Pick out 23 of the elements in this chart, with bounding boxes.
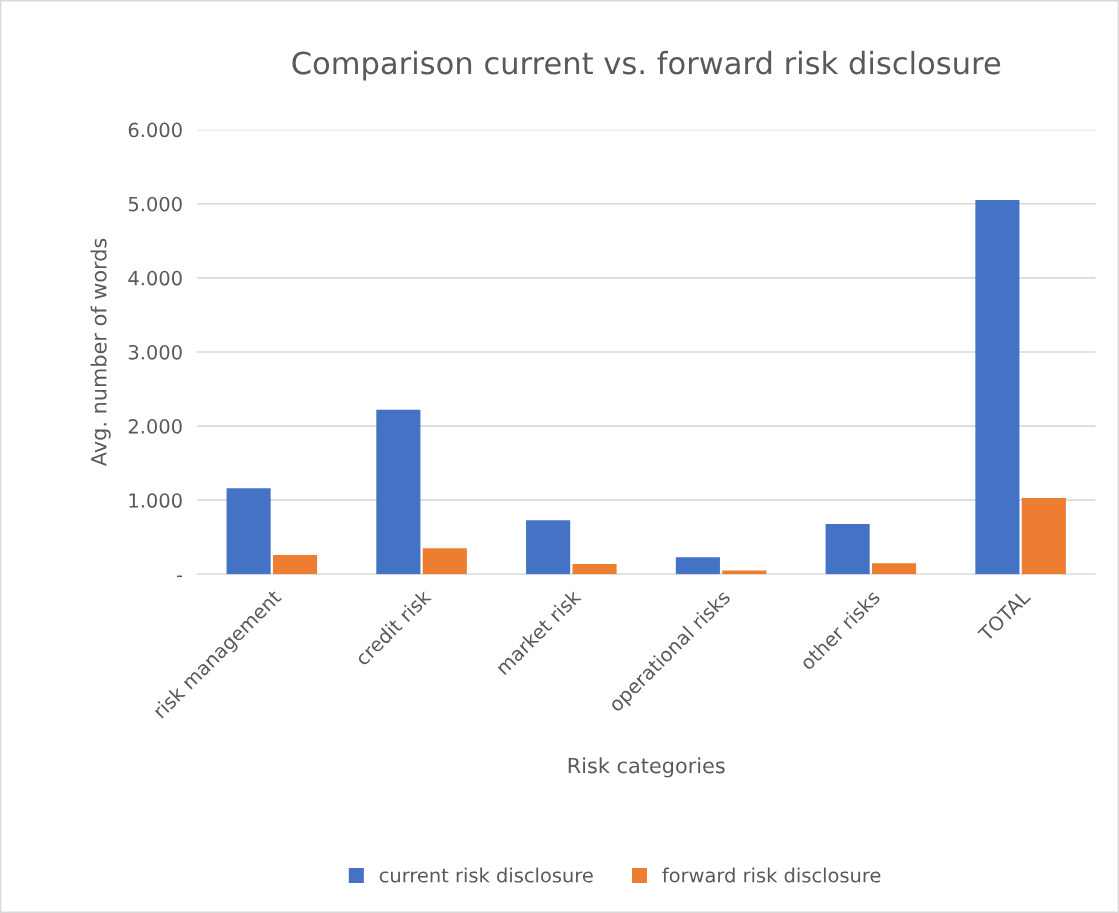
bar — [825, 523, 870, 575]
bar — [272, 555, 318, 575]
y-tick-label: - — [176, 575, 183, 578]
bar — [422, 548, 467, 575]
bar — [675, 557, 720, 575]
y-tick-label: 3.000 — [128, 344, 182, 360]
chart-title: Comparison current vs. forward risk disclosure — [292, 50, 1001, 81]
y-tick-label: 5.000 — [128, 196, 182, 212]
y-axis-title: Avg. number of words — [90, 238, 111, 467]
y-tick-label: 2.000 — [128, 419, 182, 434]
y-tick-label: 1.000 — [129, 493, 182, 508]
legend-label: forward risk disclosure — [662, 867, 881, 883]
y-tick-label: 6.000 — [128, 122, 182, 138]
x-axis-title: Risk categories — [568, 757, 725, 778]
bar — [1021, 497, 1066, 575]
bar — [226, 488, 271, 575]
bar — [376, 409, 421, 575]
bar — [526, 520, 571, 575]
bar — [572, 563, 617, 575]
legend-label: current risk disclosure — [379, 867, 593, 883]
y-tick-label: 4.000 — [128, 270, 182, 286]
bar — [975, 200, 1020, 575]
bar — [872, 563, 917, 575]
